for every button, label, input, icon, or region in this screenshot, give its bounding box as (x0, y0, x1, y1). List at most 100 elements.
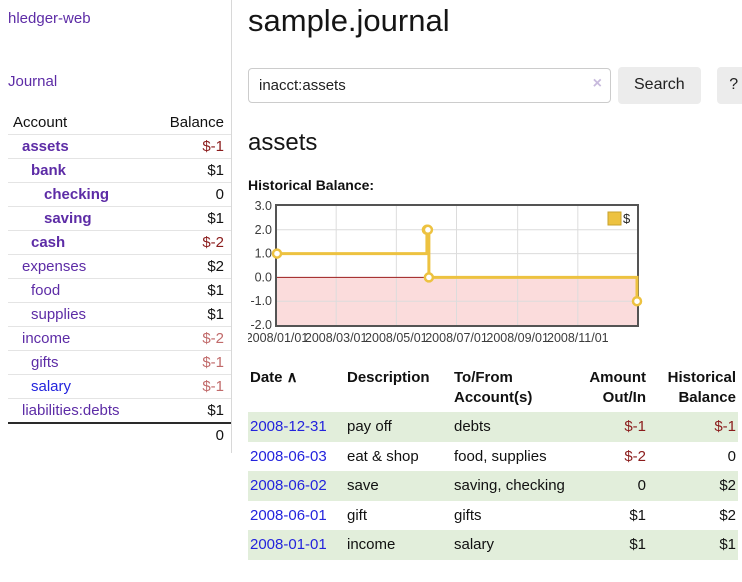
transaction-date-link[interactable]: 2008-12-31 (250, 418, 327, 436)
chart-container: $3.0 2.0 1.0 0.0 -1.0 -2.0 2008/01/01 2008/03/0… (246, 199, 742, 350)
chart-point-marker (422, 224, 434, 235)
account-link[interactable]: cash (31, 234, 66, 251)
account-balance: $1 (151, 206, 231, 231)
search-input[interactable] (248, 67, 611, 103)
account-balance: $-2 (151, 326, 231, 351)
account-balance: $1 (151, 398, 231, 423)
account-balance: $1 (151, 158, 231, 183)
register-col-label: Description (347, 368, 430, 386)
search-form: × Search ? (248, 66, 742, 104)
clear-search-icon[interactable]: × (592, 74, 602, 92)
register-row: 2008-06-03 eat & shop food, supplies $-2 0 (248, 442, 738, 472)
account-link[interactable]: salary (31, 378, 72, 395)
transaction-date-link[interactable]: 2008-06-02 (250, 477, 327, 495)
account-link[interactable]: bank (31, 162, 67, 179)
register-col-label: Amount Out/In (589, 368, 646, 406)
search-button[interactable]: Search (618, 66, 701, 104)
transaction-date-link[interactable]: 2008-01-01 (250, 536, 327, 554)
transaction-description: pay off (345, 412, 452, 442)
transaction-amount: $1 (629, 506, 646, 524)
transaction-amount: $-2 (624, 447, 646, 465)
sidebar-item-journal[interactable]: Journal (8, 73, 58, 90)
register-table: Date ∧ Description To/From Account(s) Amoun… (248, 366, 738, 560)
transaction-description: save (345, 471, 452, 501)
chart-border (275, 203, 639, 327)
transaction-balance: 0 (727, 447, 736, 465)
account-balance: $1 (151, 278, 231, 303)
accounts-total-balance: 0 (151, 422, 231, 447)
transaction-balance: $-1 (648, 412, 738, 442)
account-link[interactable]: checking (44, 186, 110, 203)
chart-heading: Historical Balance: (248, 176, 375, 193)
transaction-date-link[interactable]: 2008-06-03 (250, 447, 327, 465)
account-link[interactable]: liabilities:debts (22, 402, 120, 419)
register-col-amount-out-in[interactable]: Amount Out/In (568, 366, 648, 413)
transaction-description: income (345, 530, 452, 560)
account-row: gifts $-1 (8, 350, 231, 375)
account-balance: $-1 (151, 134, 231, 159)
x-axis-tick-label: 2008/11/01 (547, 331, 609, 345)
account-balance: $-1 (151, 350, 231, 375)
x-axis-tick-label: 2008/01/01 (248, 331, 308, 345)
transaction-balance: $2 (648, 471, 738, 501)
accounts-header-row: Account Balance (8, 111, 231, 135)
account-row: checking 0 (8, 182, 231, 207)
account-row: liabilities:debts $1 (8, 398, 231, 423)
transaction-balance: $2 (719, 506, 736, 524)
sort-ascending-icon: ∧ (282, 368, 298, 386)
register-col-date[interactable]: Date ∧ (248, 366, 345, 413)
transaction-accounts: gifts (454, 506, 482, 524)
help-button[interactable]: ? (716, 66, 742, 104)
y-axis-tick-label: -2.0 (250, 318, 272, 332)
register-header-row: Date ∧ Description To/From Account(s) Amoun… (248, 366, 738, 413)
account-balance: $-1 (151, 374, 231, 399)
account-link[interactable]: gifts (31, 354, 59, 371)
account-link[interactable]: supplies (31, 306, 87, 323)
register-row: 2008-06-01 gift gifts $1 $2 (248, 501, 738, 531)
transaction-date-link[interactable]: 2008-06-01 (250, 506, 327, 524)
page-title: sample.journal (248, 3, 450, 38)
account-row: saving $1 (8, 206, 231, 231)
account-row: food $1 (8, 278, 231, 303)
register-col-historical-balance[interactable]: Historical Balance (648, 366, 738, 413)
sidebar: hledger-web Journal Account Balance asse… (0, 0, 232, 453)
account-link[interactable]: saving (44, 210, 92, 227)
register-row: 2008-01-01 income salary $1 $1 (248, 530, 738, 560)
accounts-table-body: assets $-1 bank $1 checking 0 saving $1 cash $-2 e… (8, 134, 231, 423)
account-row: supplies $1 (8, 302, 231, 327)
x-axis-tick-label: 2008/07/01 (425, 331, 488, 345)
transaction-description: gift (347, 506, 368, 524)
legend-swatch (607, 211, 622, 226)
x-axis-tick-label: 2008/05/01 (365, 331, 428, 345)
transaction-amount: $1 (568, 530, 648, 560)
app-title-link[interactable]: hledger-web (8, 10, 91, 27)
accounts-col-account: Account (13, 114, 68, 131)
y-axis-tick-label: 1.0 (255, 246, 272, 260)
account-link[interactable]: expenses (22, 258, 87, 275)
main-panel: sample.journal × Search ? assets Histori… (232, 0, 742, 560)
account-link[interactable]: food (31, 282, 61, 299)
y-axis-tick-label: 2.0 (255, 223, 272, 237)
x-axis-tick-label: 2008/03/01 (305, 331, 368, 345)
register-table-body: 2008-12-31 pay off debts $-1 $-1 2008-06-03 ea… (248, 412, 738, 560)
transaction-accounts: salary (452, 530, 568, 560)
y-axis-tick-label: 3.0 (255, 200, 272, 213)
account-balance: $-2 (151, 230, 231, 255)
account-balance: $2 (151, 254, 231, 279)
accounts-total-row: 0 (8, 422, 231, 447)
account-link[interactable]: assets (22, 138, 69, 155)
y-axis-tick-label: 0.0 (255, 270, 272, 284)
account-link[interactable]: income (22, 330, 71, 347)
historical-balance-chart[interactable]: $3.0 2.0 1.0 0.0 -1.0 -2.02008/01/012008/03/0… (246, 199, 742, 346)
transaction-accounts: food, supplies (454, 447, 547, 465)
transaction-accounts: debts (452, 412, 568, 442)
chart-point-marker (423, 271, 435, 283)
register-col-label: Historical Balance (667, 368, 736, 406)
register-col-to-from-account-s[interactable]: To/From Account(s) (452, 366, 568, 413)
transaction-description: eat & shop (347, 447, 419, 465)
accounts-col-balance: Balance (169, 114, 224, 131)
account-row: salary $-1 (8, 374, 231, 399)
y-axis-tick-label: -1.0 (250, 294, 272, 308)
register-col-description[interactable]: Description (345, 366, 452, 413)
transaction-amount: 0 (568, 471, 648, 501)
